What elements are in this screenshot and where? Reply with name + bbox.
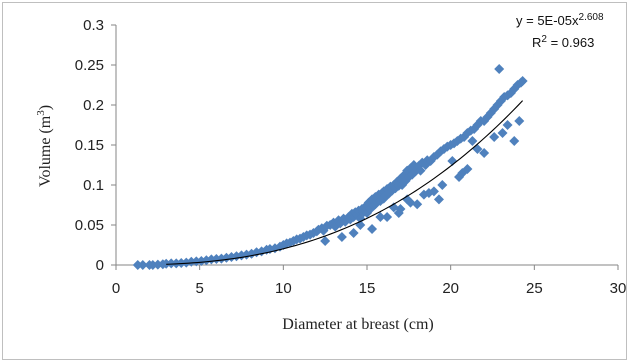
- chart-frame: [2, 2, 627, 360]
- data-point: [514, 116, 525, 126]
- y-axis-title: Volume (m3): [35, 105, 54, 187]
- data-point: [388, 202, 399, 213]
- trend-equation-base: y = 5E-05x: [516, 13, 579, 28]
- data-point: [336, 232, 347, 242]
- axes: [111, 24, 619, 270]
- data-point: [132, 260, 143, 270]
- trendline: [166, 100, 524, 265]
- y-tick-label: 0.1: [83, 177, 104, 194]
- data-point: [433, 194, 444, 205]
- data-point: [502, 120, 513, 130]
- y-tick-label: 0.15: [75, 137, 104, 154]
- data-point: [348, 228, 359, 238]
- data-point: [412, 199, 423, 210]
- trend-equation: y = 5E-05x2.608: [516, 12, 604, 28]
- y-tick-label: 0.2: [83, 97, 104, 114]
- data-point: [517, 76, 528, 86]
- r-squared-value: = 0.963: [547, 35, 594, 50]
- r-squared-prefix: R: [532, 35, 541, 50]
- data-point: [393, 208, 404, 218]
- y-tick-label: 0.05: [75, 217, 104, 234]
- r-squared-sup: 2: [541, 34, 547, 45]
- y-axis-title-close: ): [37, 105, 54, 110]
- y-tick-label: 0.25: [75, 57, 104, 74]
- x-tick-label: 20: [442, 280, 459, 297]
- data-point: [402, 194, 413, 205]
- data-point: [509, 136, 520, 146]
- x-tick-label: 30: [610, 280, 627, 297]
- x-tick-label: 15: [359, 280, 376, 297]
- data-point: [457, 168, 468, 178]
- y-tick-label: 0.3: [83, 17, 104, 34]
- data-point: [467, 136, 478, 146]
- data-point: [375, 212, 386, 222]
- data-point: [166, 258, 177, 269]
- y-axis-title-sup: 3: [35, 110, 47, 116]
- tick-labels: 0 5 10 15 20 25 30 0 0.05 0.1 0.15 0.2 0.25 0.3: [75, 17, 627, 297]
- y-axis-title-main: Volume (m: [37, 115, 54, 187]
- data-point: [479, 148, 490, 158]
- trendline-group: [166, 100, 524, 265]
- data-point: [367, 224, 378, 234]
- data-point: [494, 64, 505, 74]
- data-point: [437, 180, 448, 190]
- data-points: [132, 64, 528, 270]
- x-axis-title: Diameter at breast (cm): [282, 316, 433, 333]
- data-point: [137, 260, 148, 270]
- x-tick-label: 10: [275, 280, 292, 297]
- data-point: [489, 132, 500, 142]
- r-squared: R2 = 0.963: [532, 34, 594, 50]
- x-tick-label: 5: [195, 280, 203, 297]
- y-tick-label: 0: [96, 257, 104, 274]
- data-point: [497, 128, 508, 138]
- x-tick-label: 0: [112, 280, 120, 297]
- trend-equation-exponent: 2.608: [579, 12, 604, 23]
- data-point: [382, 212, 393, 222]
- data-point: [415, 165, 426, 176]
- x-tick-label: 25: [526, 280, 543, 297]
- data-point: [423, 188, 434, 198]
- data-point: [320, 236, 331, 246]
